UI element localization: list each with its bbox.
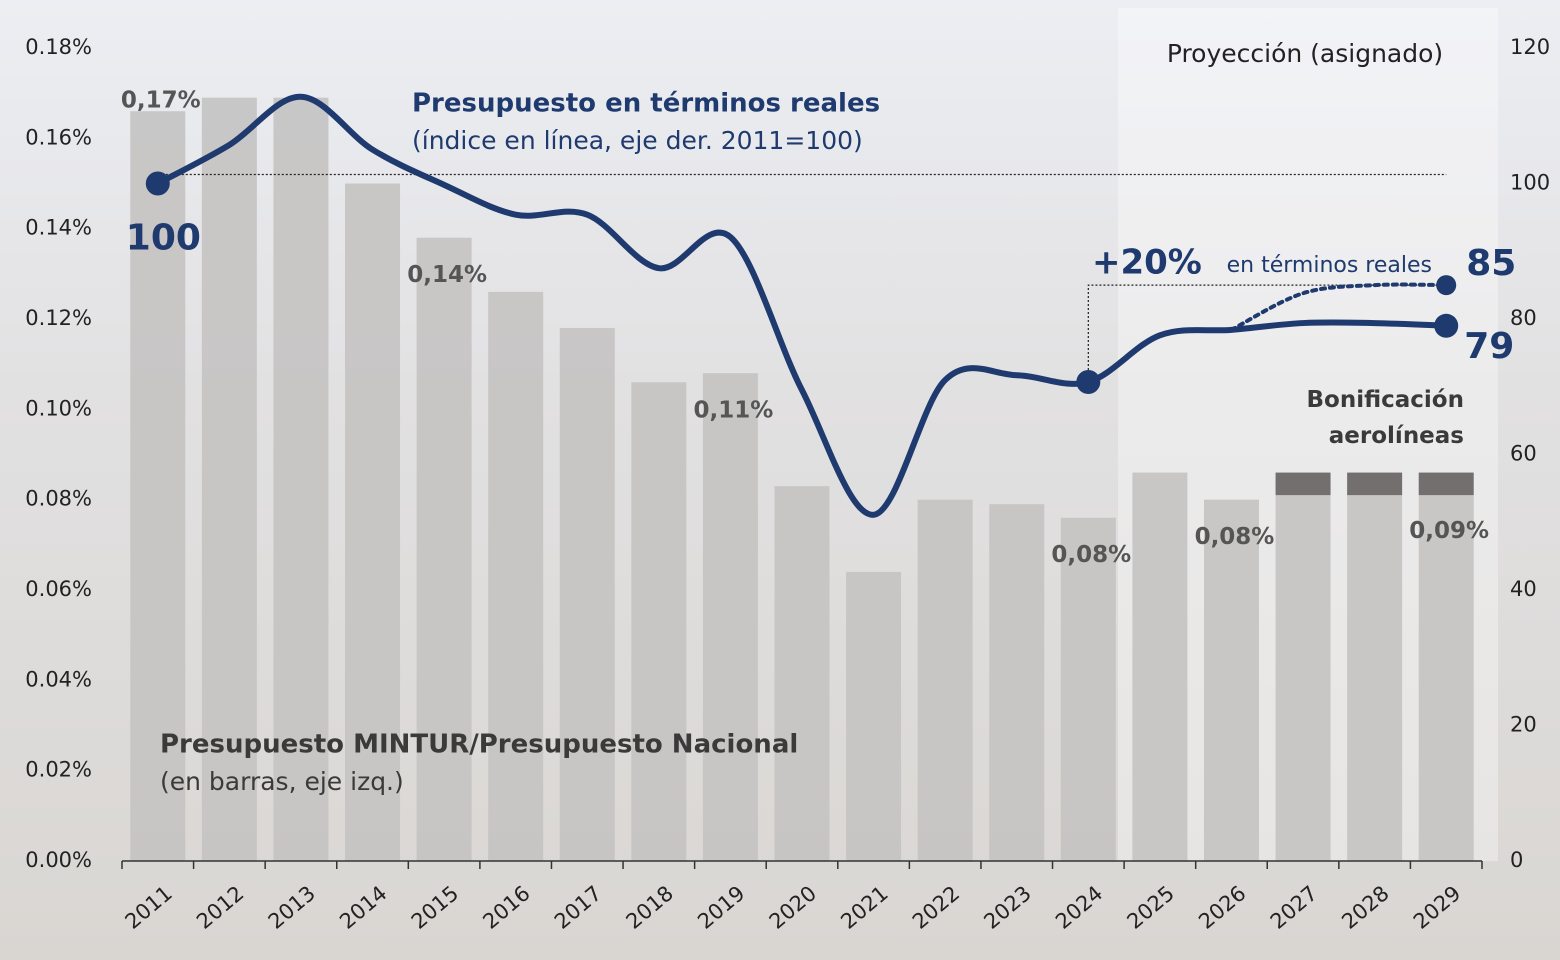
- bar: [488, 292, 543, 861]
- x-tick-label: 2012: [192, 881, 248, 934]
- line-marker: [146, 172, 170, 196]
- bar: [1204, 500, 1259, 861]
- x-tick-label: 2017: [550, 881, 606, 934]
- y-tick-label: 0.18%: [25, 35, 92, 59]
- bar: [631, 382, 686, 861]
- y2-tick-label: 20: [1510, 713, 1537, 737]
- x-tick-label: 2013: [264, 881, 320, 934]
- y-tick-label: 0.06%: [25, 577, 92, 601]
- x-tick-label: 2024: [1051, 881, 1107, 934]
- bar: [846, 572, 901, 861]
- y-tick-label: 0.14%: [25, 216, 92, 240]
- line-marker: [1436, 275, 1456, 295]
- bar: [1347, 473, 1402, 496]
- bar-value-label: 0,17%: [121, 88, 201, 114]
- y2-tick-label: 60: [1510, 442, 1537, 466]
- bar: [1132, 473, 1187, 861]
- page: Proyección (asignado) 0.00% 0.02% 0.04% 0.06…: [0, 0, 1560, 960]
- y-tick-label: 0.02%: [25, 758, 92, 782]
- y-tick-label: 0.12%: [25, 306, 92, 330]
- y2-tick-label: 100: [1510, 171, 1550, 195]
- line-marker: [1434, 314, 1458, 338]
- line-value-label: 85: [1466, 243, 1516, 284]
- bar: [775, 486, 830, 861]
- chart: Proyección (asignado) 0.00% 0.02% 0.04% 0.06…: [0, 0, 1560, 960]
- x-tick-label: 2015: [407, 881, 463, 934]
- y-tick-label: 0.08%: [25, 487, 92, 511]
- bar: [1419, 495, 1474, 861]
- x-tick-label: 2029: [1409, 881, 1465, 934]
- x-tick-label: 2016: [478, 881, 534, 934]
- bar-note: (en barras, eje izq.): [160, 767, 404, 796]
- bar: [417, 238, 472, 861]
- bar-value-label: 0,08%: [1195, 524, 1275, 550]
- y2-tick-label: 40: [1510, 577, 1537, 601]
- line-value-label: 100: [126, 218, 201, 259]
- x-tick-label: 2018: [622, 881, 678, 934]
- bonus-label: Bonificación aerolíneas: [1244, 382, 1464, 454]
- y-tick-label: 0.04%: [25, 667, 92, 691]
- bar-value-label: 0,11%: [694, 398, 774, 424]
- y-tick-label: 0.16%: [25, 125, 92, 149]
- x-tick-label: 2027: [1266, 881, 1322, 934]
- bar-value-label: 0,14%: [407, 262, 487, 288]
- bar: [560, 328, 615, 861]
- y2-tick-label: 120: [1510, 35, 1550, 59]
- bar: [1419, 473, 1474, 496]
- bar: [1276, 473, 1331, 496]
- line-title: Presupuesto en términos reales: [412, 89, 880, 119]
- x-tick-label: 2023: [979, 881, 1035, 934]
- x-tick-label: 2022: [908, 881, 964, 934]
- y2-tick-label: 0: [1510, 848, 1523, 872]
- x-tick-label: 2019: [693, 881, 749, 934]
- x-tick-label: 2026: [1194, 881, 1250, 934]
- bar-value-label: 0,08%: [1051, 542, 1131, 568]
- x-tick-label: 2028: [1337, 881, 1393, 934]
- y-tick-label: 0.00%: [25, 848, 92, 872]
- change-value: +20%: [1092, 243, 1202, 283]
- projection-label: Proyección (asignado): [1167, 39, 1443, 68]
- x-tick-label: 2020: [765, 881, 821, 934]
- bar: [989, 504, 1044, 861]
- line-note: (índice en línea, eje der. 2011=100): [412, 126, 863, 155]
- x-tick-label: 2021: [836, 881, 892, 934]
- bar: [1347, 495, 1402, 861]
- line-marker: [1076, 370, 1100, 394]
- x-tick-label: 2014: [335, 881, 391, 934]
- y-tick-label: 0.10%: [25, 396, 92, 420]
- bar-title: Presupuesto MINTUR/Presupuesto Nacional: [160, 730, 798, 760]
- line-value-label: 79: [1464, 326, 1514, 367]
- bar: [1276, 495, 1331, 861]
- bar: [1061, 518, 1116, 861]
- x-tick-label: 2011: [120, 881, 176, 934]
- change-note: en términos reales: [1227, 253, 1432, 278]
- bar: [918, 500, 973, 861]
- bar: [703, 373, 758, 861]
- x-tick-label: 2025: [1123, 881, 1179, 934]
- total-label: 0,09%: [1409, 518, 1489, 544]
